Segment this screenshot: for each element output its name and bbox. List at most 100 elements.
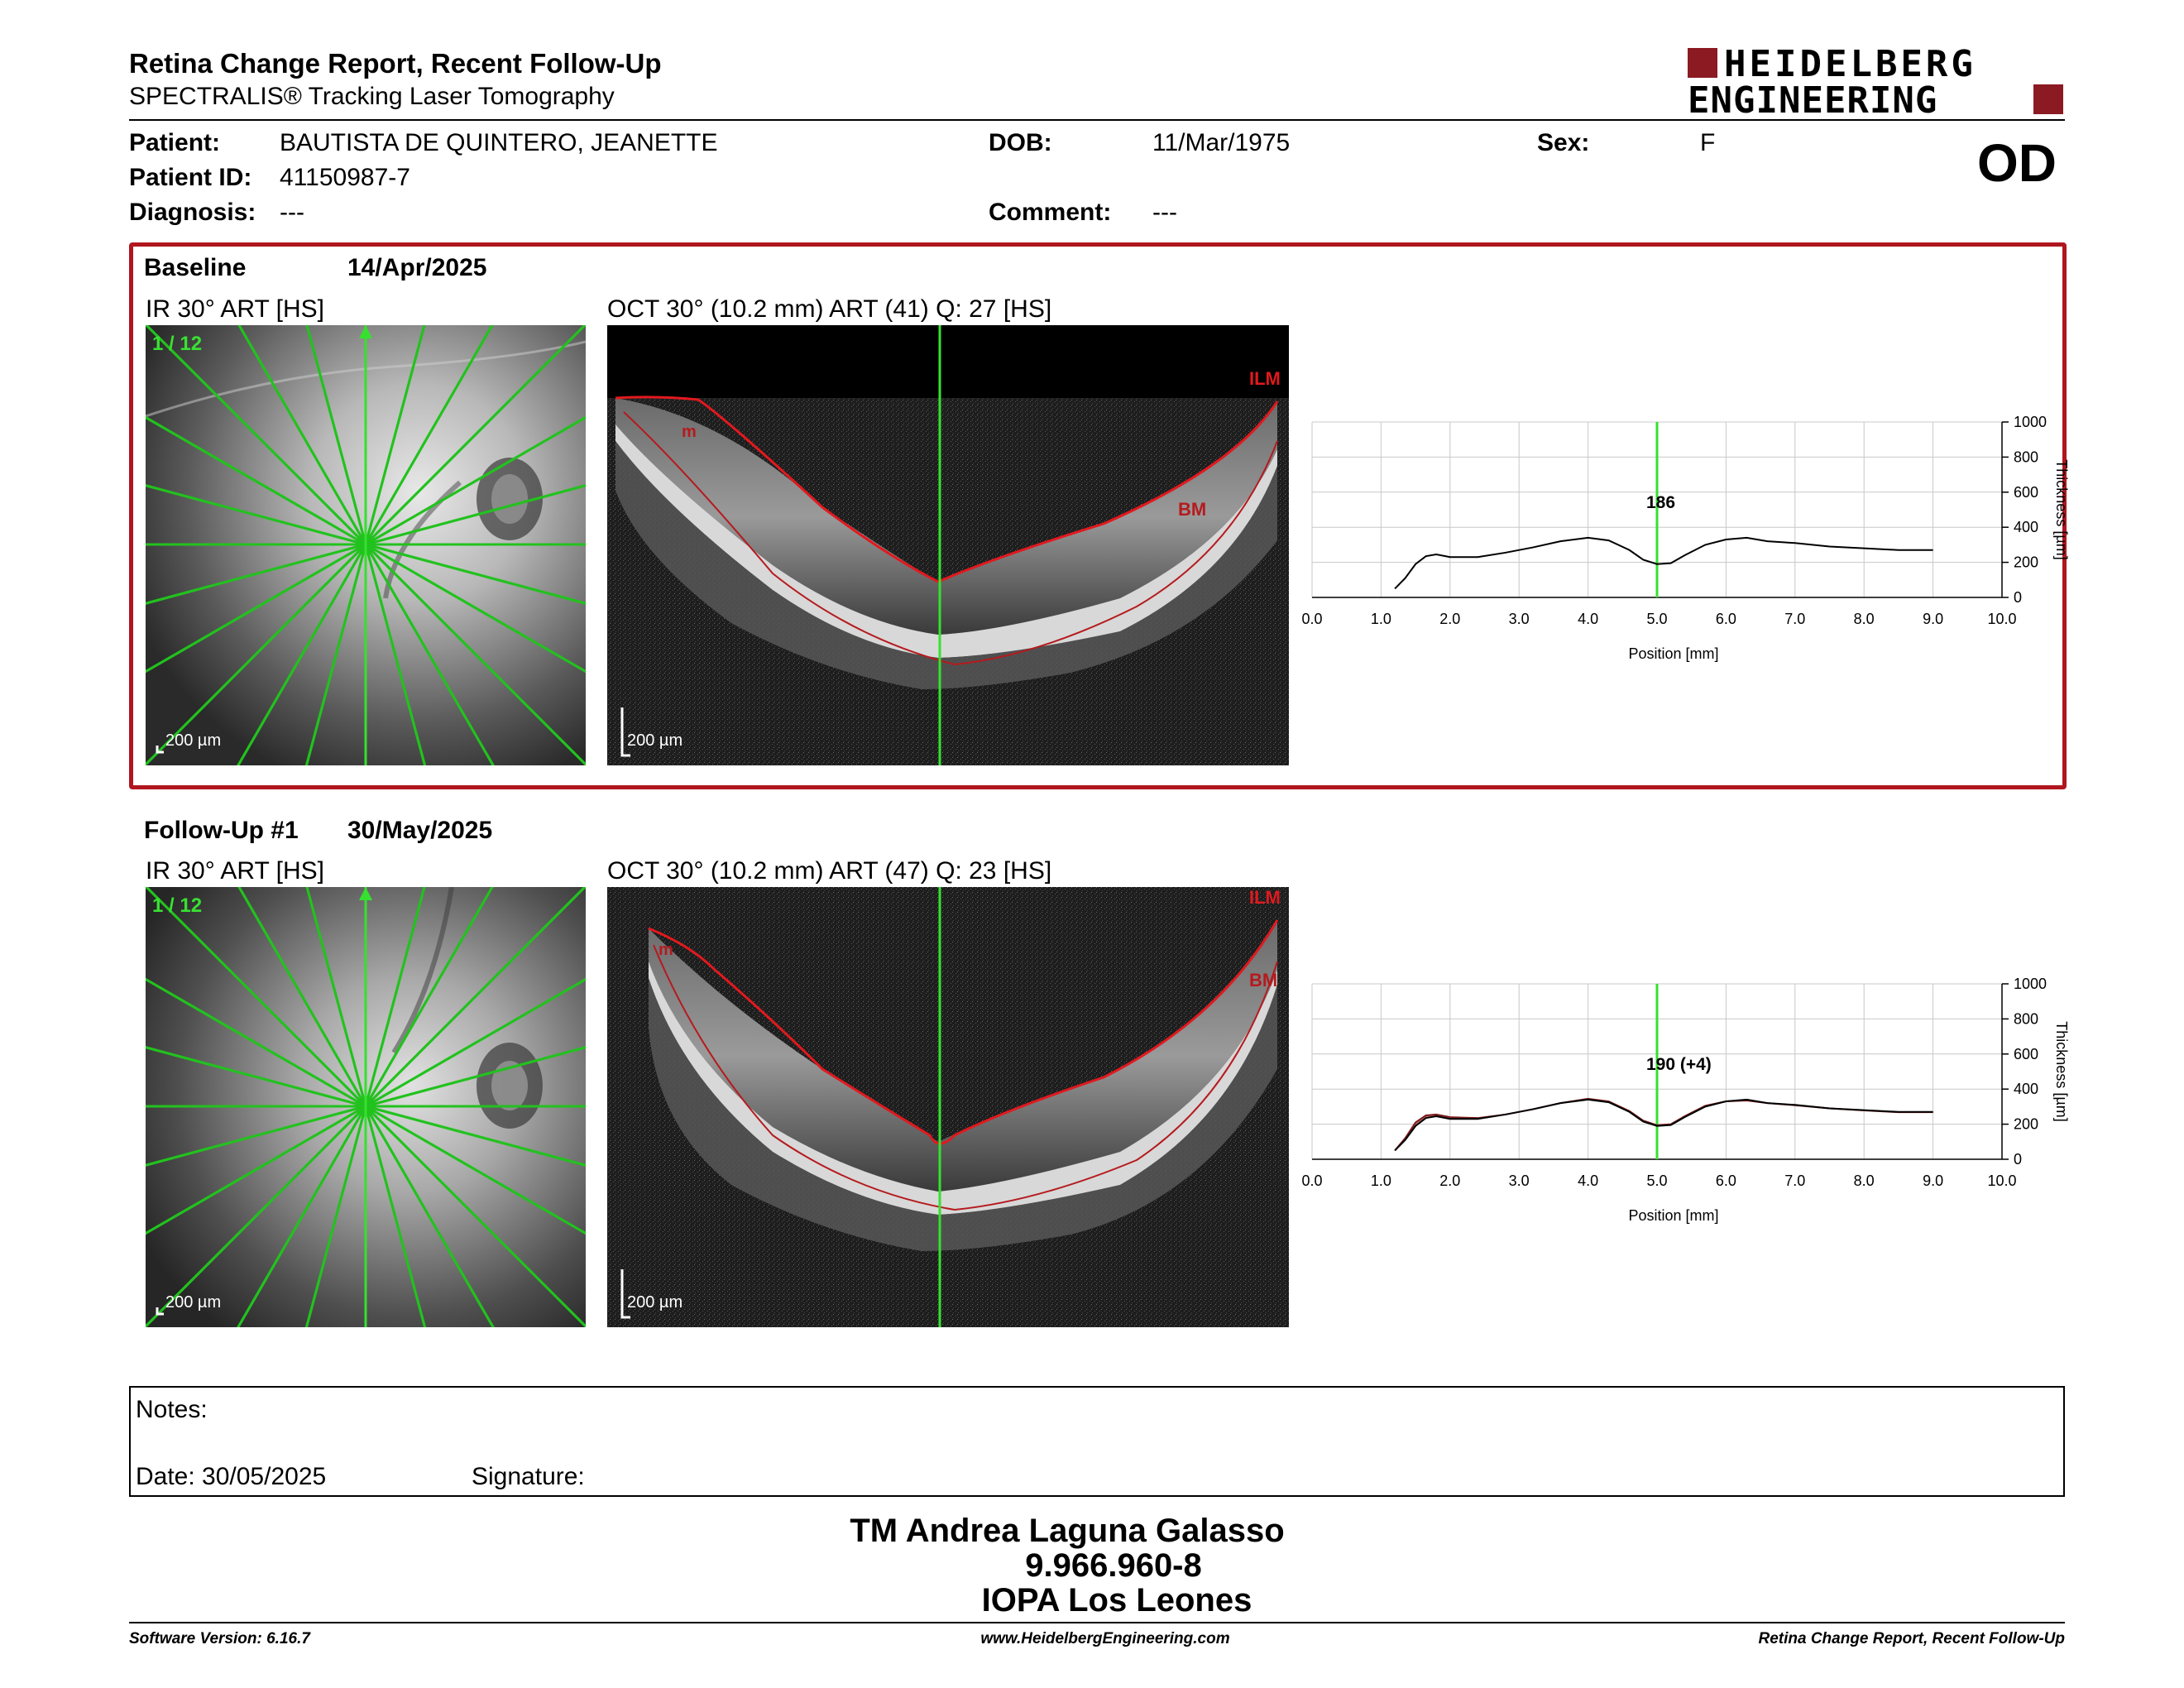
footer-divider	[129, 1622, 2065, 1623]
y-tick-label: 800	[2014, 1010, 2038, 1027]
y-tick-label: 600	[2014, 484, 2038, 501]
followup-thickness-chart: 0.0 1.0 2.0 3.0 4.0 5.0 6.0 7.0 8.0 9.0 10.0 0 200 40…	[1291, 967, 2085, 1240]
baseline-date: 14/Apr/2025	[347, 254, 487, 281]
followup-ir-scale: 200 µm	[165, 1293, 221, 1312]
baseline-ir-title: IR 30° ART [HS]	[146, 295, 324, 323]
y-tick-label: 200	[2014, 554, 2038, 571]
x-tick-label: 5.0	[1646, 1172, 1667, 1189]
y-tick-label: 0	[2014, 589, 2022, 606]
y-tick-label: 600	[2014, 1046, 2038, 1062]
footer-report-name: Retina Change Report, Recent Follow-Up	[1758, 1630, 2065, 1647]
header-divider	[129, 119, 2065, 121]
thickness-series-line	[1394, 1098, 1933, 1152]
baseline-bm-label: BM	[1178, 499, 1206, 520]
signatory-id: 9.966.960-8	[1025, 1547, 1202, 1584]
followup-ir-image[interactable]: 1 / 12 200 µm	[146, 887, 586, 1327]
patient-name: BAUTISTA DE QUINTERO, JEANETTE	[280, 129, 718, 156]
followup-bm-label: BM	[1249, 970, 1277, 990]
followup-oct-scale: 200 µm	[627, 1293, 682, 1312]
baseline-thickness-chart: 0.0 1.0 2.0 3.0 4.0 5.0 6.0 7.0 8.0 9.0 10.0 0 200 40…	[1291, 405, 2085, 679]
y-tick-label: 400	[2014, 519, 2038, 535]
y-tick-label: 0	[2014, 1151, 2022, 1168]
x-tick-label: 8.0	[1854, 611, 1875, 627]
report-title: Retina Change Report, Recent Follow-Up	[129, 48, 662, 79]
patient-id-label: Patient ID:	[129, 164, 252, 191]
x-tick-label: 0.0	[1301, 1172, 1322, 1189]
logo-square-top	[1688, 48, 1717, 78]
x-tick-label: 3.0	[1509, 611, 1530, 627]
website-link[interactable]: www.HeidelbergEngineering.com	[980, 1630, 1230, 1647]
x-tick-label: 9.0	[1923, 1172, 1943, 1189]
y-axis-label: Thickness [µm]	[2053, 459, 2070, 559]
y-tick-label: 1000	[2014, 414, 2047, 430]
baseline-cursor-value: 186	[1646, 493, 1676, 512]
x-tick-label: 7.0	[1784, 611, 1805, 627]
followup-label: Follow-Up #1	[144, 817, 299, 844]
thickness-series-line	[1394, 1097, 1933, 1152]
y-tick-label: 400	[2014, 1081, 2038, 1097]
diagnosis-label: Diagnosis:	[129, 199, 256, 226]
baseline-oct-image[interactable]: ILM BM m 200 µm	[607, 325, 1289, 765]
x-tick-label: 10.0	[1987, 1172, 2016, 1189]
x-tick-label: 10.0	[1987, 611, 2016, 627]
signature-label: Signature:	[472, 1463, 585, 1490]
signatory-institution: IOPA Los Leones	[981, 1582, 1252, 1618]
baseline-ilm-label: ILM	[1249, 368, 1281, 389]
notes-box[interactable]	[129, 1386, 2065, 1497]
x-tick-label: 1.0	[1371, 1172, 1391, 1189]
patient-id: 41150987-7	[280, 164, 410, 191]
y-tick-label: 800	[2014, 448, 2038, 465]
followup-oct-title: OCT 30° (10.2 mm) ART (47) Q: 23 [HS]	[607, 857, 1052, 885]
baseline-label: Baseline	[144, 254, 247, 281]
baseline-oct-title: OCT 30° (10.2 mm) ART (41) Q: 27 [HS]	[607, 295, 1052, 323]
followup-ir-title: IR 30° ART [HS]	[146, 857, 324, 885]
x-tick-label: 6.0	[1716, 1172, 1736, 1189]
logo-square-bottom	[2033, 84, 2063, 114]
report-subtitle: SPECTRALIS® Tracking Laser Tomography	[129, 83, 615, 110]
x-tick-label: 2.0	[1439, 1172, 1460, 1189]
dob-label: DOB:	[989, 129, 1052, 156]
followup-cursor-value: 190 (+4)	[1646, 1055, 1712, 1074]
x-tick-label: 5.0	[1646, 611, 1667, 627]
thickness-series-line	[1394, 536, 1933, 590]
x-tick-label: 6.0	[1716, 611, 1736, 627]
followup-date: 30/May/2025	[347, 817, 493, 844]
baseline-panel	[129, 242, 2067, 789]
baseline-ir-scale: 200 µm	[165, 731, 221, 750]
x-tick-label: 1.0	[1371, 611, 1391, 627]
x-tick-label: 7.0	[1784, 1172, 1805, 1189]
software-version: Software Version: 6.16.7	[129, 1630, 310, 1647]
followup-scan-index: 1 / 12	[152, 894, 202, 917]
followup-oct-image[interactable]: ILM BM m 200 µm	[607, 887, 1289, 1327]
comment-label: Comment:	[989, 199, 1112, 226]
signatory-name: TM Andrea Laguna Galasso	[850, 1513, 1285, 1549]
baseline-scan-index: 1 / 12	[152, 333, 202, 355]
followup-m-label: m	[659, 941, 673, 959]
x-axis-label: Position [mm]	[1628, 1207, 1718, 1224]
y-tick-label: 1000	[2014, 976, 2047, 992]
x-tick-label: 3.0	[1509, 1172, 1530, 1189]
y-tick-label: 200	[2014, 1116, 2038, 1133]
x-tick-label: 4.0	[1578, 1172, 1598, 1189]
sex-label: Sex:	[1537, 129, 1590, 156]
baseline-oct-scale: 200 µm	[627, 731, 682, 750]
comment-value: ---	[1152, 199, 1177, 226]
eye-laterality: OD	[1977, 133, 2057, 193]
sex-value: F	[1700, 129, 1716, 156]
notes-label: Notes:	[136, 1396, 208, 1423]
diagnosis-value: ---	[280, 199, 304, 226]
followup-ilm-label: ILM	[1249, 887, 1281, 908]
company-logo: HEIDELBERG ENGINEERING	[1688, 43, 2068, 122]
logo-text-1: HEIDELBERG	[1724, 43, 1976, 85]
dob-value: 11/Mar/1975	[1152, 129, 1291, 156]
baseline-ir-image[interactable]: 1 / 12 200 µm	[146, 325, 586, 765]
x-tick-label: 8.0	[1854, 1172, 1875, 1189]
notes-date: Date: 30/05/2025	[136, 1463, 327, 1490]
x-axis-label: Position [mm]	[1628, 645, 1718, 662]
x-tick-label: 4.0	[1578, 611, 1598, 627]
patient-label: Patient:	[129, 129, 221, 156]
x-tick-label: 2.0	[1439, 611, 1460, 627]
logo-text-2: ENGINEERING	[1688, 79, 1938, 122]
y-axis-label: Thickness [µm]	[2053, 1021, 2070, 1121]
x-tick-label: 0.0	[1301, 611, 1322, 627]
